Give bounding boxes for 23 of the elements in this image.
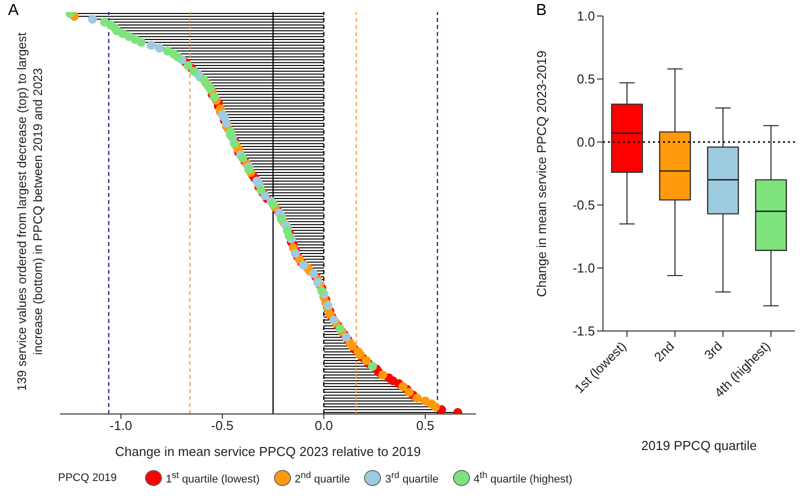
x-axis-title: 2019 PPCQ quartile [641, 438, 757, 453]
legend-label: 2$^{nd}$ quartile [294, 470, 350, 486]
chart-title: A [8, 2, 19, 20]
legend-title: PPCQ 2019 [58, 472, 117, 484]
x-axis-title: Change in mean service PPCQ 2023 relative to 2019 [115, 444, 421, 459]
x-tick-label: -1.0 [110, 418, 132, 434]
chart-title: B [536, 2, 547, 20]
y-tick-label: 0.0 [576, 134, 595, 150]
y-tick-label: 1.0 [576, 8, 595, 24]
y-tick-label: -1.0 [572, 260, 595, 276]
y-tick-label: -1.5 [572, 324, 595, 339]
y-tick-label: 0.5 [576, 72, 595, 87]
legend-label: 1$^{st}$ quartile (lowest) [166, 470, 260, 486]
legend-label: 4$^{th}$ quartile (highest) [474, 470, 572, 486]
x-tick-label: 0.0 [314, 418, 333, 434]
x-tick-label: 3rd [701, 338, 726, 362]
y-tick-label: -0.5 [572, 198, 595, 213]
x-tick-label: 2nd [651, 338, 678, 364]
y-axis-title: 139 service values ordered from largest decrease (top) to largest increase (bottom) in PPCQ between 2019 and 2023 [15, 32, 45, 392]
x-tick-label: -0.5 [211, 418, 234, 434]
legend-label: 3$^{rd}$ quartile [385, 470, 439, 486]
x-tick-label: 0.5 [416, 418, 434, 434]
y-axis-title: Change in mean service PPCQ 2023-2019 [534, 50, 549, 298]
